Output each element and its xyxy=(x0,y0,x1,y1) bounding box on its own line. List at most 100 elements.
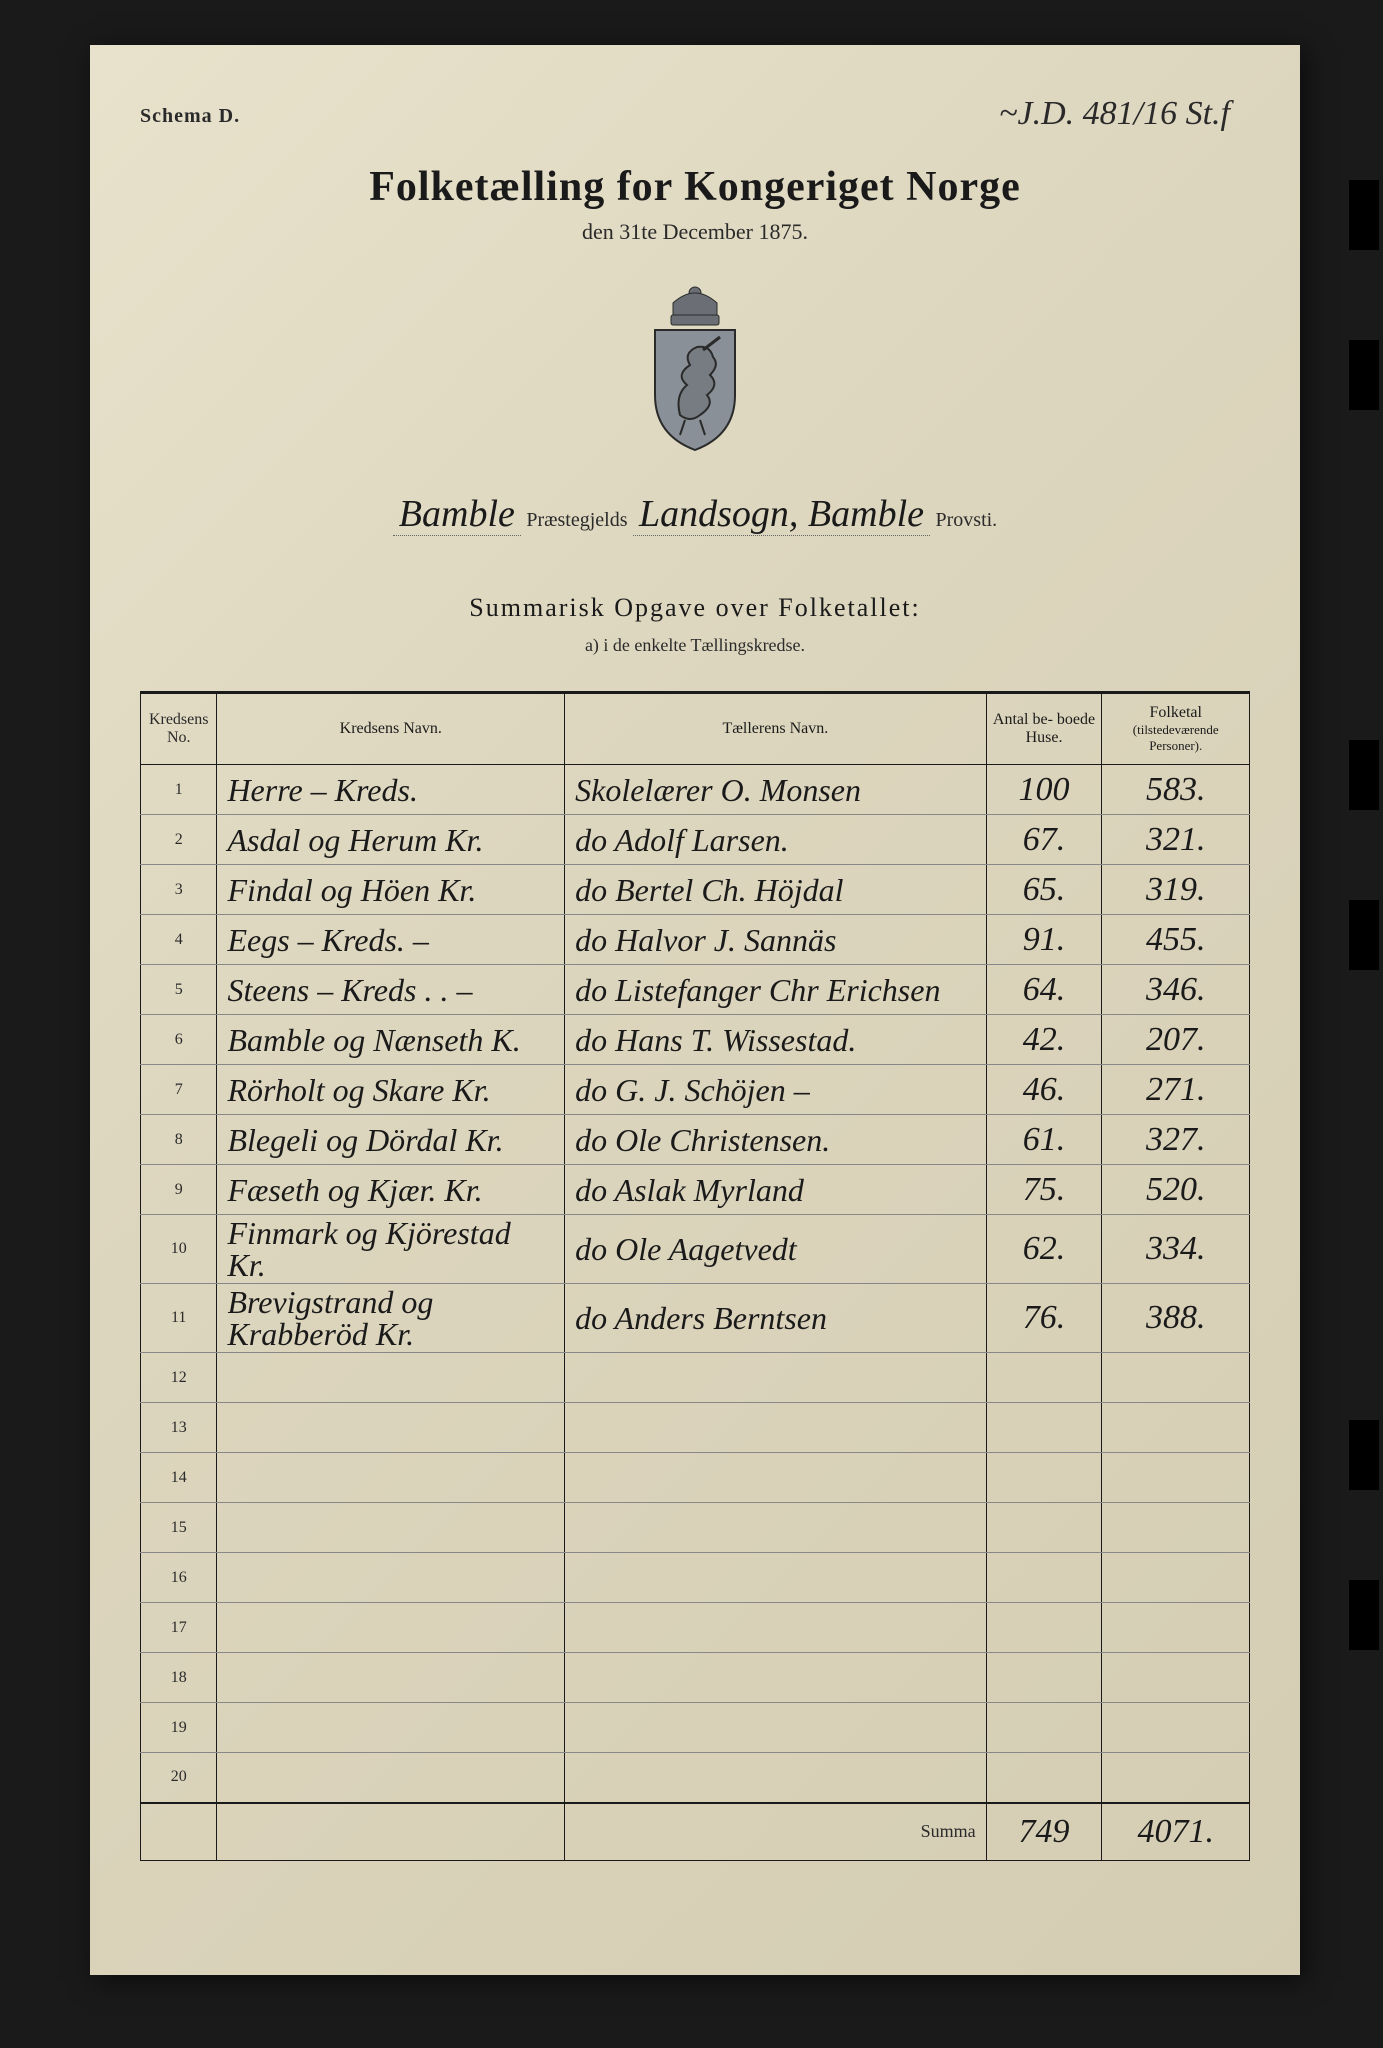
folketal xyxy=(1102,1353,1250,1403)
antal-huse xyxy=(986,1703,1102,1753)
kredsens-navn: Finmark og Kjörestad Kr. xyxy=(217,1215,565,1284)
summa-empty-2 xyxy=(217,1803,565,1861)
antal-huse xyxy=(986,1753,1102,1803)
taellerens-navn: do Ole Aagetvedt xyxy=(565,1215,986,1284)
folketal: 388. xyxy=(1102,1284,1250,1353)
antal-huse: 42. xyxy=(986,1015,1102,1065)
row-number: 20 xyxy=(141,1753,217,1803)
antal-huse xyxy=(986,1653,1102,1703)
table-row: 3Findal og Höen Kr.do Bertel Ch. Höjdal6… xyxy=(141,865,1250,915)
table-row: 19 xyxy=(141,1703,1250,1753)
taellerens-navn: do Aslak Myrland xyxy=(565,1165,986,1215)
census-table: Kredsens No. Kredsens Navn. Tællerens Na… xyxy=(140,691,1250,1861)
date-line: den 31te December 1875. xyxy=(140,219,1250,245)
summa-label: Summa xyxy=(565,1803,986,1861)
summa-antal: 749 xyxy=(1019,1813,1070,1850)
summa-empty-1 xyxy=(141,1803,217,1861)
taellerens-navn: do G. J. Schöjen – xyxy=(565,1065,986,1115)
taellerens-navn xyxy=(565,1403,986,1453)
taellerens-navn: do Anders Berntsen xyxy=(565,1284,986,1353)
coat-of-arms-icon xyxy=(625,275,765,455)
col-folketal-main: Folketal xyxy=(1150,704,1202,721)
taellerens-navn: do Ole Christensen. xyxy=(565,1115,986,1165)
taellerens-navn xyxy=(565,1753,986,1803)
summa-folketal: 4071. xyxy=(1137,1813,1214,1850)
scanner-edge-marks xyxy=(1313,0,1383,2048)
kredsens-navn xyxy=(217,1553,565,1603)
title-block: Folketælling for Kongeriget Norge den 31… xyxy=(140,163,1250,245)
kredsens-navn xyxy=(217,1453,565,1503)
taellerens-navn xyxy=(565,1553,986,1603)
taellerens-navn: do Listefanger Chr Erichsen xyxy=(565,965,986,1015)
folketal xyxy=(1102,1703,1250,1753)
table-row: 14 xyxy=(141,1453,1250,1503)
folketal xyxy=(1102,1453,1250,1503)
parish-line: Bamble Præstegjelds Landsogn, Bamble Pro… xyxy=(140,495,1250,533)
taellerens-navn xyxy=(565,1703,986,1753)
folketal xyxy=(1102,1653,1250,1703)
table-row: 18 xyxy=(141,1653,1250,1703)
row-number: 14 xyxy=(141,1453,217,1503)
taellerens-navn: do Hans T. Wissestad. xyxy=(565,1015,986,1065)
folketal: 321. xyxy=(1102,815,1250,865)
row-number: 16 xyxy=(141,1553,217,1603)
folketal: 319. xyxy=(1102,865,1250,915)
table-row: 17 xyxy=(141,1603,1250,1653)
antal-huse xyxy=(986,1403,1102,1453)
row-number: 10 xyxy=(141,1215,217,1284)
kredsens-navn xyxy=(217,1653,565,1703)
col-antal: Antal be- boede Huse. xyxy=(986,693,1102,765)
antal-huse xyxy=(986,1453,1102,1503)
col-folketal-sub: (tilstedeværende Personer). xyxy=(1108,722,1243,754)
kredsens-navn: Steens – Kreds . . – xyxy=(217,965,565,1015)
kredsens-navn xyxy=(217,1403,565,1453)
taellerens-navn: do Halvor J. Sannäs xyxy=(565,915,986,965)
antal-huse xyxy=(986,1553,1102,1603)
kredsens-navn: Rörholt og Skare Kr. xyxy=(217,1065,565,1115)
kredsens-navn: Bamble og Nænseth K. xyxy=(217,1015,565,1065)
table-row: 2Asdal og Herum Kr.do Adolf Larsen.67.32… xyxy=(141,815,1250,865)
antal-huse xyxy=(986,1353,1102,1403)
table-row: 12 xyxy=(141,1353,1250,1403)
document-page: Schema D. ~J.D. 481/16 St.f Folketælling… xyxy=(90,45,1300,1975)
kredsens-navn: Brevigstrand og Krabberöd Kr. xyxy=(217,1284,565,1353)
kredsens-navn xyxy=(217,1753,565,1803)
row-number: 19 xyxy=(141,1703,217,1753)
table-row: 15 xyxy=(141,1503,1250,1553)
taellerens-navn xyxy=(565,1653,986,1703)
col-no: Kredsens No. xyxy=(141,693,217,765)
row-number: 4 xyxy=(141,915,217,965)
subnote: a) i de enkelte Tællingskredse. xyxy=(140,635,1250,656)
folketal: 583. xyxy=(1102,765,1250,815)
table-row: 5Steens – Kreds . . –do Listefanger Chr … xyxy=(141,965,1250,1015)
row-number: 17 xyxy=(141,1603,217,1653)
table-row: 6Bamble og Nænseth K.do Hans T. Wissesta… xyxy=(141,1015,1250,1065)
coat-of-arms xyxy=(140,275,1250,460)
row-number: 8 xyxy=(141,1115,217,1165)
col-folketal: Folketal (tilstedeværende Personer). xyxy=(1102,693,1250,765)
table-row: 4Eegs – Kreds. –do Halvor J. Sannäs91.45… xyxy=(141,915,1250,965)
folketal xyxy=(1102,1553,1250,1603)
folketal: 327. xyxy=(1102,1115,1250,1165)
kredsens-navn xyxy=(217,1603,565,1653)
kredsens-navn: Eegs – Kreds. – xyxy=(217,915,565,965)
table-header-row: Kredsens No. Kredsens Navn. Tællerens Na… xyxy=(141,693,1250,765)
kredsens-navn: Asdal og Herum Kr. xyxy=(217,815,565,865)
folketal xyxy=(1102,1753,1250,1803)
folketal xyxy=(1102,1403,1250,1453)
row-number: 2 xyxy=(141,815,217,865)
folketal xyxy=(1102,1503,1250,1553)
antal-huse: 75. xyxy=(986,1165,1102,1215)
row-number: 1 xyxy=(141,765,217,815)
kredsens-navn: Blegeli og Dördal Kr. xyxy=(217,1115,565,1165)
taellerens-navn xyxy=(565,1503,986,1553)
kredsens-navn xyxy=(217,1353,565,1403)
antal-huse: 46. xyxy=(986,1065,1102,1115)
row-number: 12 xyxy=(141,1353,217,1403)
antal-huse: 65. xyxy=(986,865,1102,915)
folketal xyxy=(1102,1603,1250,1653)
row-number: 18 xyxy=(141,1653,217,1703)
folketal: 455. xyxy=(1102,915,1250,965)
kredsens-navn: Herre – Kreds. xyxy=(217,765,565,815)
table-row: 9Fæseth og Kjær. Kr.do Aslak Myrland75.5… xyxy=(141,1165,1250,1215)
